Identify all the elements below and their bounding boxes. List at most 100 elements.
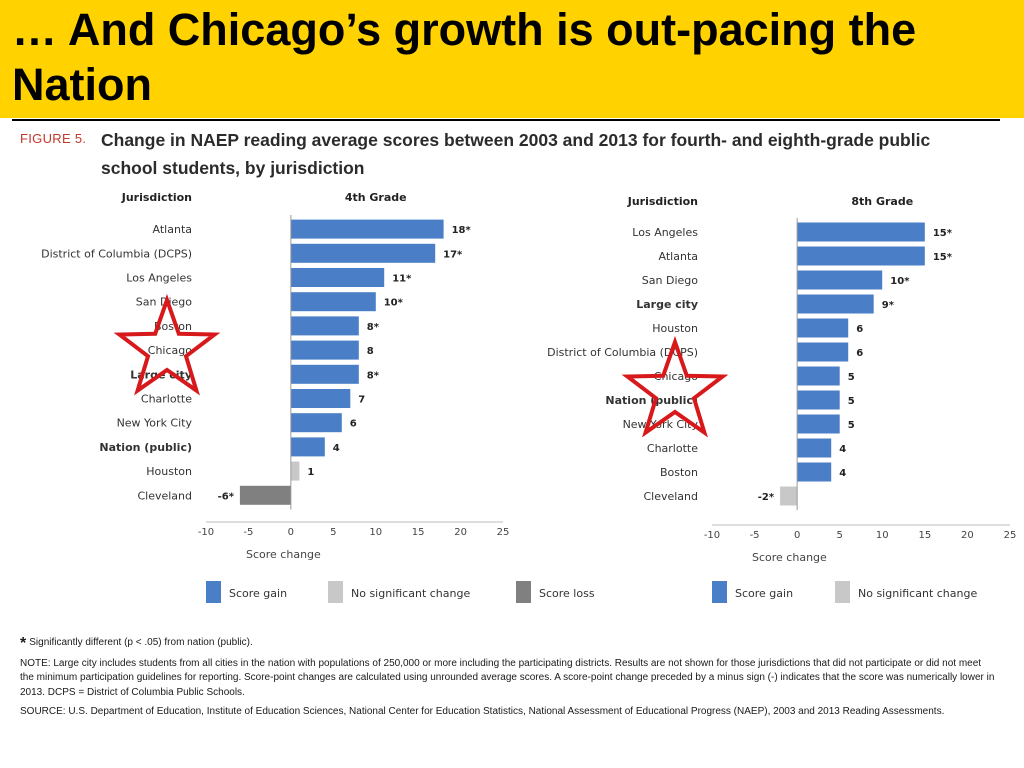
data-label: 6 [350,419,357,430]
significance-text: Significantly different (p < .05) from n… [29,637,253,648]
data-label: 15* [933,228,953,239]
bar [290,219,444,239]
x-tick-label: 25 [497,527,510,538]
data-label: 4 [839,444,846,455]
bar [797,222,925,242]
data-label: 4 [839,468,846,479]
legend-swatch [328,581,343,603]
legend-swatch [206,581,221,603]
data-label: 6 [856,324,863,335]
legend-entry: No significant change [351,587,470,600]
bar [797,390,840,410]
bar [290,316,359,336]
title-divider [12,119,1000,121]
bar [797,438,832,458]
title-bar [0,0,1024,118]
category-label: Chicago [148,344,192,357]
category-label: Cleveland [643,490,698,503]
bar [290,340,359,360]
category-label: Los Angeles [126,272,192,285]
x-tick-label: 10 [876,530,889,541]
category-label: Boston [154,320,192,333]
data-label: 9* [882,300,895,311]
x-tick-label: 15 [918,530,931,541]
x-axis-title: Score change [752,551,827,564]
data-label: 6 [856,348,863,359]
data-label: 17* [443,249,463,260]
category-header: Jurisdiction [121,191,192,204]
data-label: 7 [358,395,365,406]
legend-entry: No significant change [858,587,977,600]
bar [239,485,291,505]
bar [797,414,840,434]
data-label: 5 [848,372,855,383]
significance-note: * Significantly different (p < .05) from … [20,636,995,652]
x-tick-label: 5 [330,527,336,538]
category-label: Nation (public) [99,441,192,454]
bar [290,292,376,312]
category-label: Charlotte [141,393,192,406]
bar [290,268,385,287]
x-tick-label: 0 [288,527,294,538]
bar [797,366,840,386]
category-label: Large city [636,298,698,311]
data-label: 8* [367,322,380,333]
bar [780,486,798,506]
data-label: 11* [392,274,412,285]
category-header: Jurisdiction [627,195,698,208]
category-label: New York City [117,417,193,430]
legend-swatch [835,581,850,603]
x-tick-label: -10 [198,527,214,538]
bar [797,270,883,290]
data-label: 5 [848,396,855,407]
figure-label: FIGURE 5. [20,131,87,146]
data-label: 18* [452,225,472,236]
bar [290,461,300,481]
data-label: 10* [384,298,404,309]
bar [797,246,925,266]
source-note: SOURCE: U.S. Department of Education, In… [20,706,945,717]
highlight-star-icon [113,293,221,396]
x-tick-label: -10 [704,530,720,541]
bar [797,342,849,362]
x-tick-label: 20 [454,527,467,538]
bar [290,437,325,457]
category-label: Los Angeles [632,226,698,239]
category-label: District of Columbia (DCPS) [547,346,698,359]
category-label: Boston [660,466,698,479]
bar [290,413,342,433]
category-label: Cleveland [137,489,192,502]
category-label: Houston [146,465,192,478]
x-tick-label: 0 [794,530,800,541]
chart-title: 4th Grade [345,191,407,204]
methodology-note: NOTE: Large city includes students from … [20,657,995,698]
data-label: 8* [367,370,380,381]
category-label: Atlanta [153,223,192,236]
bar [290,364,359,384]
x-tick-label: -5 [750,530,760,541]
x-tick-label: 20 [961,530,974,541]
highlight-star-icon [621,335,729,438]
x-tick-label: -5 [243,527,253,538]
x-tick-label: 5 [837,530,843,541]
data-label: 10* [890,276,910,287]
bar [290,389,351,408]
x-tick-label: 10 [369,527,382,538]
figure-notes: * Significantly different (p < .05) from … [20,636,995,725]
data-label: 1 [307,467,314,478]
category-label: Atlanta [659,250,698,263]
data-label: 4 [333,443,340,454]
bar [797,462,832,482]
category-label: San Diego [136,296,192,309]
data-label: -2* [758,492,775,503]
bar [797,318,849,338]
category-label: District of Columbia (DCPS) [41,247,192,260]
figure-caption: Change in NAEP reading average scores be… [101,130,931,178]
category-label: Charlotte [647,442,698,455]
data-label: 5 [848,420,855,431]
category-label: Houston [652,322,698,335]
slide-title: … And Chicago’s growth is out-pacing the… [12,4,917,110]
x-tick-label: 15 [412,527,425,538]
x-axis-title: Score change [246,548,321,561]
